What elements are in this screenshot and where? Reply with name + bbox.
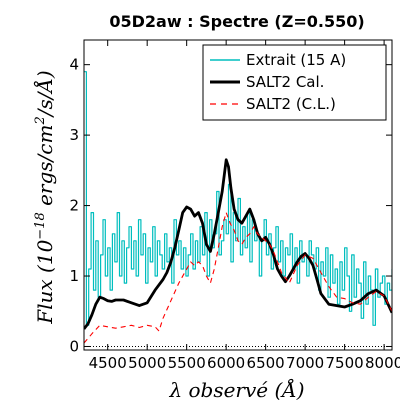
x-tick-label: 5500 [168,354,206,372]
y-tick-label: 3 [69,126,79,144]
legend-label-salt2-cl: SALT2 (C.L.) [246,95,336,113]
y-axis-label: Flux (10−18 ergs/cm2/s/Å) [32,70,57,325]
y-tick-label: 2 [69,197,79,215]
series-line-1 [84,158,392,330]
legend-label-extrait: Extrait (15 A) [246,51,346,69]
plot-frame [83,39,393,351]
series-line-2 [84,212,392,344]
chart-title: 05D2aw : Spectre (Z=0.550) [109,12,364,31]
x-tick-label: 6000 [207,354,245,372]
y-tick-label: 4 [69,56,79,74]
x-tick-label: 7500 [326,354,364,372]
x-axis-label: λ observé (Å) [168,377,304,400]
series-layer [84,71,392,344]
y-tick-label: 1 [69,267,79,285]
x-tick-label: 7000 [286,354,324,372]
legend: Extrait (15 A) SALT2 Cal. SALT2 (C.L.) [202,44,387,121]
x-tick-label: 5000 [128,354,166,372]
series-line-0 [84,71,392,326]
x-tick-label: 6500 [247,354,285,372]
ticks-layer: 4500 5000 5500 6000 6500 7000 7500 8000 0 1 2 3 4 [69,40,400,372]
y-tick-label: 0 [69,337,79,355]
x-tick-label: 8000 [365,354,400,372]
legend-label-salt2-cal: SALT2 Cal. [246,73,324,91]
x-tick-label: 4500 [89,354,127,372]
